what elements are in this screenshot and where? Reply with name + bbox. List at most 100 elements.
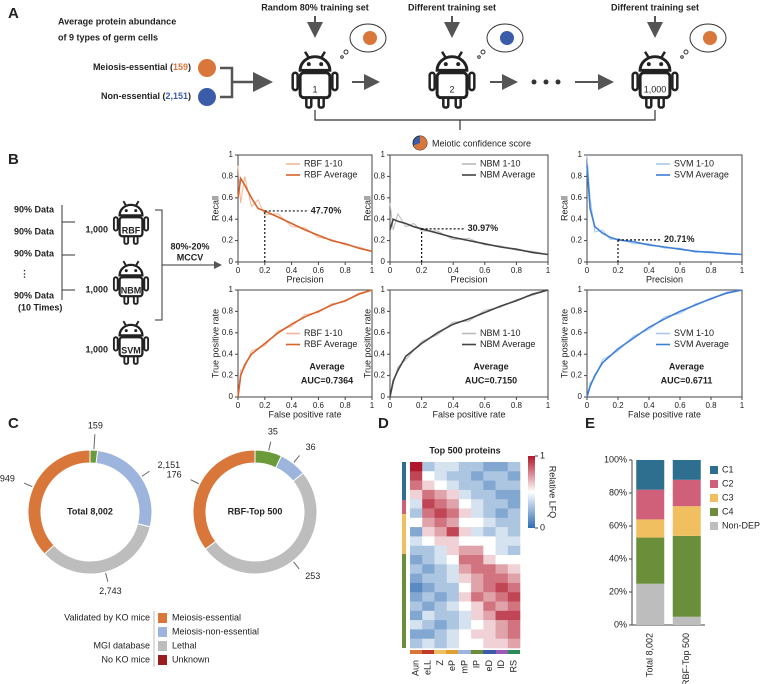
bar-segment [672, 460, 701, 480]
plot-frame [237, 154, 373, 263]
legend-label: NBM 1-10 [480, 328, 521, 338]
heatmap-cell [471, 620, 484, 630]
y-tick-label: 0.4 [222, 214, 234, 223]
x-axis-label: Precision [646, 274, 683, 284]
y-tick-label: 40% [609, 553, 627, 563]
heatmap-cell [483, 620, 496, 630]
y-tick-label: 1 [578, 285, 583, 294]
heatmap-cell [434, 508, 447, 519]
heatmap-cell [471, 545, 484, 556]
input-groups: Meiosis-essential (159)Non-essential (2,… [93, 59, 216, 106]
y-tick-label: 0.4 [571, 349, 583, 358]
heatmap-cell [471, 582, 484, 593]
donut-slice [192, 449, 256, 550]
model-robots: 1,000 RBF 1,000 NBM 1,000 SVM [85, 199, 150, 366]
heatmap-cell [458, 489, 472, 500]
heatmap-cell [495, 610, 509, 621]
y-axis-label: Recall [210, 196, 220, 221]
leader-line [141, 470, 150, 477]
group-label: Meiosis-essential (159) [93, 62, 191, 72]
heatmap-cell [410, 629, 423, 639]
ellipsis-dot [555, 79, 561, 85]
legend-label: C4 [722, 506, 734, 516]
slice-label: 2,743 [99, 586, 122, 596]
legend-label: RBF Average [304, 169, 357, 179]
x-tick-label: 0.2 [259, 266, 271, 275]
heatmap-cell [434, 564, 447, 574]
robot-caption: Different training set [611, 2, 699, 12]
column-label: Z [435, 660, 445, 666]
heatmap-cell [458, 545, 472, 556]
heatmap-cell [410, 462, 423, 472]
heatmap-cell [458, 620, 472, 630]
heatmap-cell [483, 536, 496, 546]
heatmap-cell [422, 536, 435, 546]
heatmap-cell [410, 527, 423, 537]
robot-number: 2 [449, 84, 454, 94]
x-tick-label: 0.8 [705, 401, 717, 410]
y-tick-label: 0.6 [222, 328, 234, 337]
slice-label: 176 [167, 470, 182, 480]
heatmap-cell [422, 592, 435, 602]
series-line [237, 289, 373, 398]
panel-label: C [8, 415, 19, 432]
data-row: 90% Data [14, 248, 55, 258]
heatmap-cell [434, 471, 447, 481]
heatmap-cell [458, 499, 472, 509]
leader-line [23, 482, 33, 488]
thought-dot [340, 55, 344, 59]
heatmap-cell [434, 582, 447, 593]
series-line [586, 165, 743, 256]
heatmap-cell [471, 573, 484, 584]
heatmap-cell [410, 564, 423, 574]
legend-swatch [710, 522, 718, 530]
legend-swatch [710, 466, 718, 474]
x-tick-label: 0.4 [643, 266, 655, 275]
x-tick-label: 0 [388, 401, 393, 410]
heatmap-cell [410, 499, 423, 509]
legend-label: SVM Average [674, 169, 729, 179]
heatmap-cell [446, 499, 460, 509]
legend-label: SVM Average [674, 339, 729, 349]
annotation: Average [473, 361, 508, 371]
group-label-part: 159 [173, 62, 188, 72]
y-tick-label: 0.6 [374, 193, 386, 202]
x-tick-label: 0.4 [448, 401, 460, 410]
heatmap-cell [483, 545, 496, 556]
legend-label: SVM 1-10 [674, 328, 714, 338]
x-tick-label: 1 [370, 266, 375, 275]
ellipsis-dot [543, 79, 549, 85]
heatmap-cell [483, 638, 496, 649]
heatmap-cell [434, 517, 447, 528]
colorbar-label: Relative LFQ [548, 466, 558, 519]
legend-swatch [710, 508, 718, 516]
heatmap-cell [422, 480, 435, 491]
robot-icon [112, 199, 150, 246]
heatmap-cell [446, 527, 460, 537]
x-tick-label: 0 [236, 401, 241, 410]
heatmap-cell [507, 601, 521, 612]
heatmap-cell [483, 499, 496, 509]
heatmap-cell [410, 489, 423, 500]
heatmap-cell [422, 471, 435, 481]
heatmap-cell [446, 555, 460, 565]
leader-line [268, 441, 272, 451]
x-tick-label: 1 [740, 401, 745, 410]
legend-label: C2 [722, 478, 734, 488]
series-line [389, 289, 549, 398]
group-label-part: 2,151 [165, 91, 188, 101]
heatmap-cell [471, 499, 484, 509]
heatmap-cell [446, 620, 460, 630]
heatmap-cell [471, 629, 484, 639]
heatmap-cell [495, 536, 509, 546]
x-tick-label: 0.6 [313, 401, 325, 410]
x-tick-label: 1 [370, 401, 375, 410]
legend-label: NBM Average [480, 339, 535, 349]
y-tick-label: 0.4 [222, 349, 234, 358]
bubble-cell [363, 31, 377, 45]
model-name: RBF [122, 225, 141, 235]
slice-label: 36 [306, 442, 316, 452]
heatmap-cell [446, 564, 460, 574]
heatmap-cell [507, 471, 521, 481]
plot-frame [389, 154, 549, 263]
